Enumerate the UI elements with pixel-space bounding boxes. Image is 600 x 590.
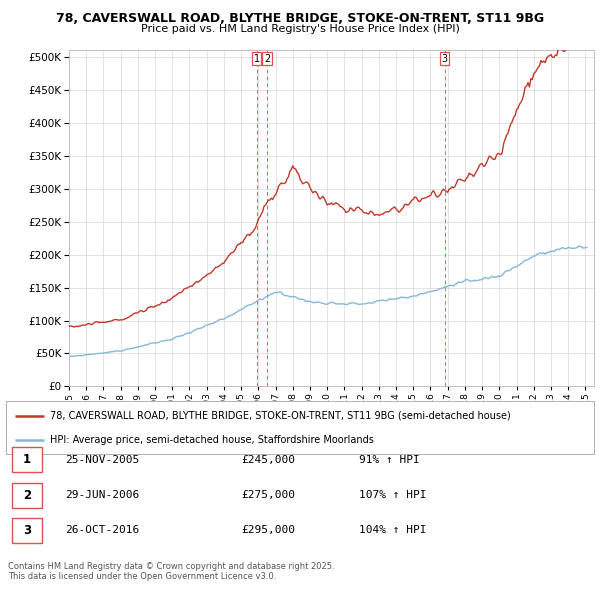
Text: 1: 1 [254,54,260,64]
Text: 3: 3 [442,54,448,64]
FancyBboxPatch shape [12,447,43,473]
Text: 1: 1 [23,453,31,466]
Text: HPI: Average price, semi-detached house, Staffordshire Moorlands: HPI: Average price, semi-detached house,… [50,435,374,445]
Text: 29-JUN-2006: 29-JUN-2006 [65,490,139,500]
FancyBboxPatch shape [12,483,43,508]
Text: 3: 3 [23,524,31,537]
Text: Contains HM Land Registry data © Crown copyright and database right 2025.
This d: Contains HM Land Registry data © Crown c… [8,562,334,581]
Text: 25-NOV-2005: 25-NOV-2005 [65,455,139,464]
FancyBboxPatch shape [12,518,43,543]
Text: 107% ↑ HPI: 107% ↑ HPI [359,490,426,500]
Text: 26-OCT-2016: 26-OCT-2016 [65,526,139,535]
Text: 2: 2 [264,54,270,64]
Text: 104% ↑ HPI: 104% ↑ HPI [359,526,426,535]
Text: £275,000: £275,000 [241,490,295,500]
Text: Price paid vs. HM Land Registry's House Price Index (HPI): Price paid vs. HM Land Registry's House … [140,24,460,34]
Text: 2: 2 [23,489,31,502]
Text: 78, CAVERSWALL ROAD, BLYTHE BRIDGE, STOKE-ON-TRENT, ST11 9BG (semi-detached hous: 78, CAVERSWALL ROAD, BLYTHE BRIDGE, STOK… [50,411,511,421]
Text: £295,000: £295,000 [241,526,295,535]
Text: 78, CAVERSWALL ROAD, BLYTHE BRIDGE, STOKE-ON-TRENT, ST11 9BG: 78, CAVERSWALL ROAD, BLYTHE BRIDGE, STOK… [56,12,544,25]
Text: 91% ↑ HPI: 91% ↑ HPI [359,455,419,464]
Text: £245,000: £245,000 [241,455,295,464]
